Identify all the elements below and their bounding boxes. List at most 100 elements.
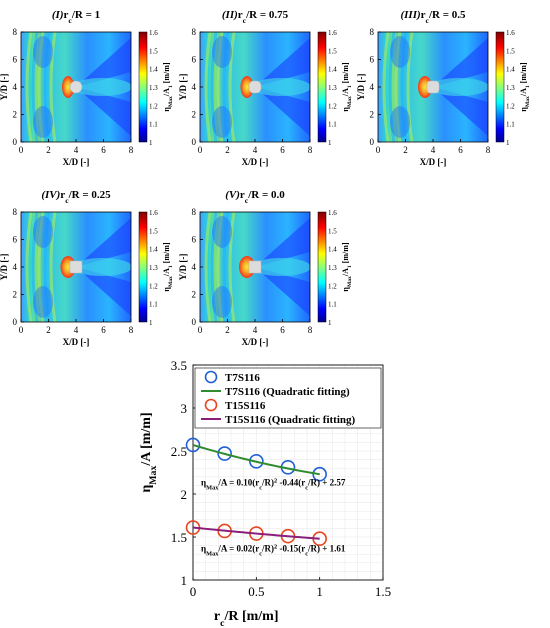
y-axis-label: Y/D [-]: [178, 74, 188, 101]
y-tick-label: 2: [192, 110, 197, 120]
heatmap-panel-5: (V)rc/R = 0.0 0 2 4 6 8 0 2 4 6 8 X/D [-] Y/D [-] 1 1.…: [178, 189, 353, 347]
colorbar: [138, 31, 148, 143]
y-axis-label: Y/D [-]: [0, 74, 9, 101]
y-tick-label: 8: [192, 27, 197, 37]
colorbar-tick-label: 1: [328, 319, 332, 327]
fit-line: [192, 526, 320, 540]
x-axis-label: X/D [-]: [242, 157, 269, 167]
colorbar: [317, 211, 327, 323]
y-tick-label: 0: [13, 137, 18, 147]
y-tick-label: 4: [13, 262, 18, 272]
x-tick-label: 8: [308, 325, 313, 335]
legend-marker-swatch: [204, 398, 218, 412]
x-axis-label: rc/R [m/m]: [214, 609, 279, 628]
colorbar-tick-label: 1.2: [506, 102, 515, 110]
colorbar-tick-label: 1.2: [328, 282, 337, 290]
y-tick-label: 2: [13, 110, 18, 120]
structure-marker: [69, 260, 83, 274]
heatmap-field: [21, 212, 131, 322]
legend-entry: T7S116 (Quadratic fitting): [225, 386, 350, 398]
structure-marker: [248, 260, 262, 274]
colorbar-tick-label: 1.6: [328, 209, 337, 217]
y-tick-label: 4: [13, 82, 18, 92]
x-tick-label: 2: [225, 325, 230, 335]
colorbar-label: ηMax/A1 [m/m]: [519, 62, 531, 111]
colorbar: [317, 31, 327, 143]
legend-entry: T7S116: [225, 372, 260, 384]
heatmap-panel-1: (I)rc/R = 1 0 2 4 6 8 0 2 4 6 8 X/D [-] Y/D [-] 1 1.1 1…: [0, 9, 174, 167]
heatmap-panel-4: (IV)rc/R = 0.25 0 2 4 6 8 0 2 4 6 8 X/D [-] Y/D [-] 1…: [0, 189, 174, 347]
colorbar-tick-label: 1: [149, 139, 153, 147]
y-tick-label: 6: [192, 55, 197, 65]
x-tick-label: 1.5: [375, 584, 391, 599]
y-tick-label: 8: [13, 207, 18, 217]
colorbar-tick-label: 1.3: [506, 84, 515, 92]
x-tick-label: 0: [198, 325, 203, 335]
x-tick-label: 8: [486, 145, 491, 155]
x-tick-label: 0: [190, 584, 197, 599]
heatmap-panels: (I)rc/R = 1 0 2 4 6 8 0 2 4 6 8 X/D [-] Y/D [-] 1 1.1 1…: [0, 9, 531, 347]
panel-title: (V)rc/R = 0.0: [225, 189, 285, 205]
x-tick-label: 0.5: [248, 584, 264, 599]
colorbar-label: ηMax/A1 [m/m]: [162, 62, 174, 111]
y-axis-label: Y/D [-]: [178, 254, 188, 281]
colorbar-tick-label: 1: [506, 139, 510, 147]
heatmap-field: [21, 32, 131, 142]
colorbar-tick-label: 1.4: [328, 246, 337, 254]
y-tick-label: 4: [370, 82, 375, 92]
heatmap-field: [378, 32, 488, 142]
y-tick-label: 0: [192, 317, 197, 327]
line-chart: 0 0.5 1 1.5 1 1.5 2 2.5 3 3.5 rc/R [m/m] ηMax/A [m/…: [139, 358, 391, 628]
colorbar-tick-label: 1.6: [506, 29, 515, 37]
colorbar-tick-label: 1.5: [328, 47, 337, 55]
equation-annotation: ηMax/A = 0.10(rc/R)2 -0.44(rc/R) + 2.57: [201, 477, 346, 491]
colorbar-tick-label: 1.1: [149, 301, 158, 309]
y-tick-label: 8: [370, 27, 375, 37]
y-tick-label: 6: [13, 55, 18, 65]
y-tick-label: 2: [13, 290, 18, 300]
colorbar-tick-label: 1.2: [149, 102, 158, 110]
colorbar-label: ηMax/A1 [m/m]: [341, 62, 353, 111]
colorbar-tick-label: 1.4: [506, 66, 515, 74]
panel-title: (III)rc/R = 0.5: [400, 9, 466, 25]
data-point: [249, 454, 264, 469]
x-tick-label: 0: [19, 145, 24, 155]
colorbar-tick-label: 1.3: [328, 84, 337, 92]
x-tick-label: 0: [19, 325, 24, 335]
y-tick-label: 2.5: [171, 444, 187, 459]
x-tick-label: 6: [101, 325, 106, 335]
legend-entry: T15S116 (Quadratic fitting): [225, 414, 356, 426]
colorbar-tick-label: 1.1: [149, 121, 158, 129]
y-tick-label: 4: [192, 82, 197, 92]
y-axis-label: ηMax/A [m/m]: [139, 412, 159, 492]
x-tick-label: 4: [253, 325, 258, 335]
y-tick-label: 6: [13, 235, 18, 245]
x-axis-label: X/D [-]: [63, 337, 90, 347]
data-point: [312, 466, 327, 482]
panel-title: (I)rc/R = 1: [52, 9, 100, 25]
colorbar-tick-label: 1.4: [149, 66, 158, 74]
colorbar-tick-label: 1: [328, 139, 332, 147]
legend: T7S116 T7S116 (Quadratic fitting) T15S116 T…: [194, 367, 382, 429]
x-tick-label: 4: [74, 325, 79, 335]
x-tick-label: 6: [458, 145, 463, 155]
legend-entry: T15S116: [225, 400, 266, 412]
y-tick-label: 6: [192, 235, 197, 245]
x-tick-label: 2: [46, 145, 51, 155]
series-2: [192, 444, 320, 476]
x-tick-label: 2: [225, 145, 230, 155]
panel-title: (II)rc/R = 0.75: [222, 9, 289, 25]
x-tick-label: 0: [376, 145, 381, 155]
y-tick-label: 1.5: [171, 530, 187, 545]
colorbar-tick-label: 1.2: [328, 102, 337, 110]
colorbar-tick-label: 1.6: [149, 209, 158, 217]
y-axis-label: Y/D [-]: [356, 74, 366, 101]
y-tick-label: 0: [192, 137, 197, 147]
colorbar-label: ηMax/A1 [m/m]: [341, 242, 353, 291]
structure-marker: [426, 80, 440, 94]
structure-marker: [69, 80, 83, 94]
colorbar-tick-label: 1.1: [328, 301, 337, 309]
colorbar-tick-label: 1.4: [149, 246, 158, 254]
x-axis-label: X/D [-]: [63, 157, 90, 167]
